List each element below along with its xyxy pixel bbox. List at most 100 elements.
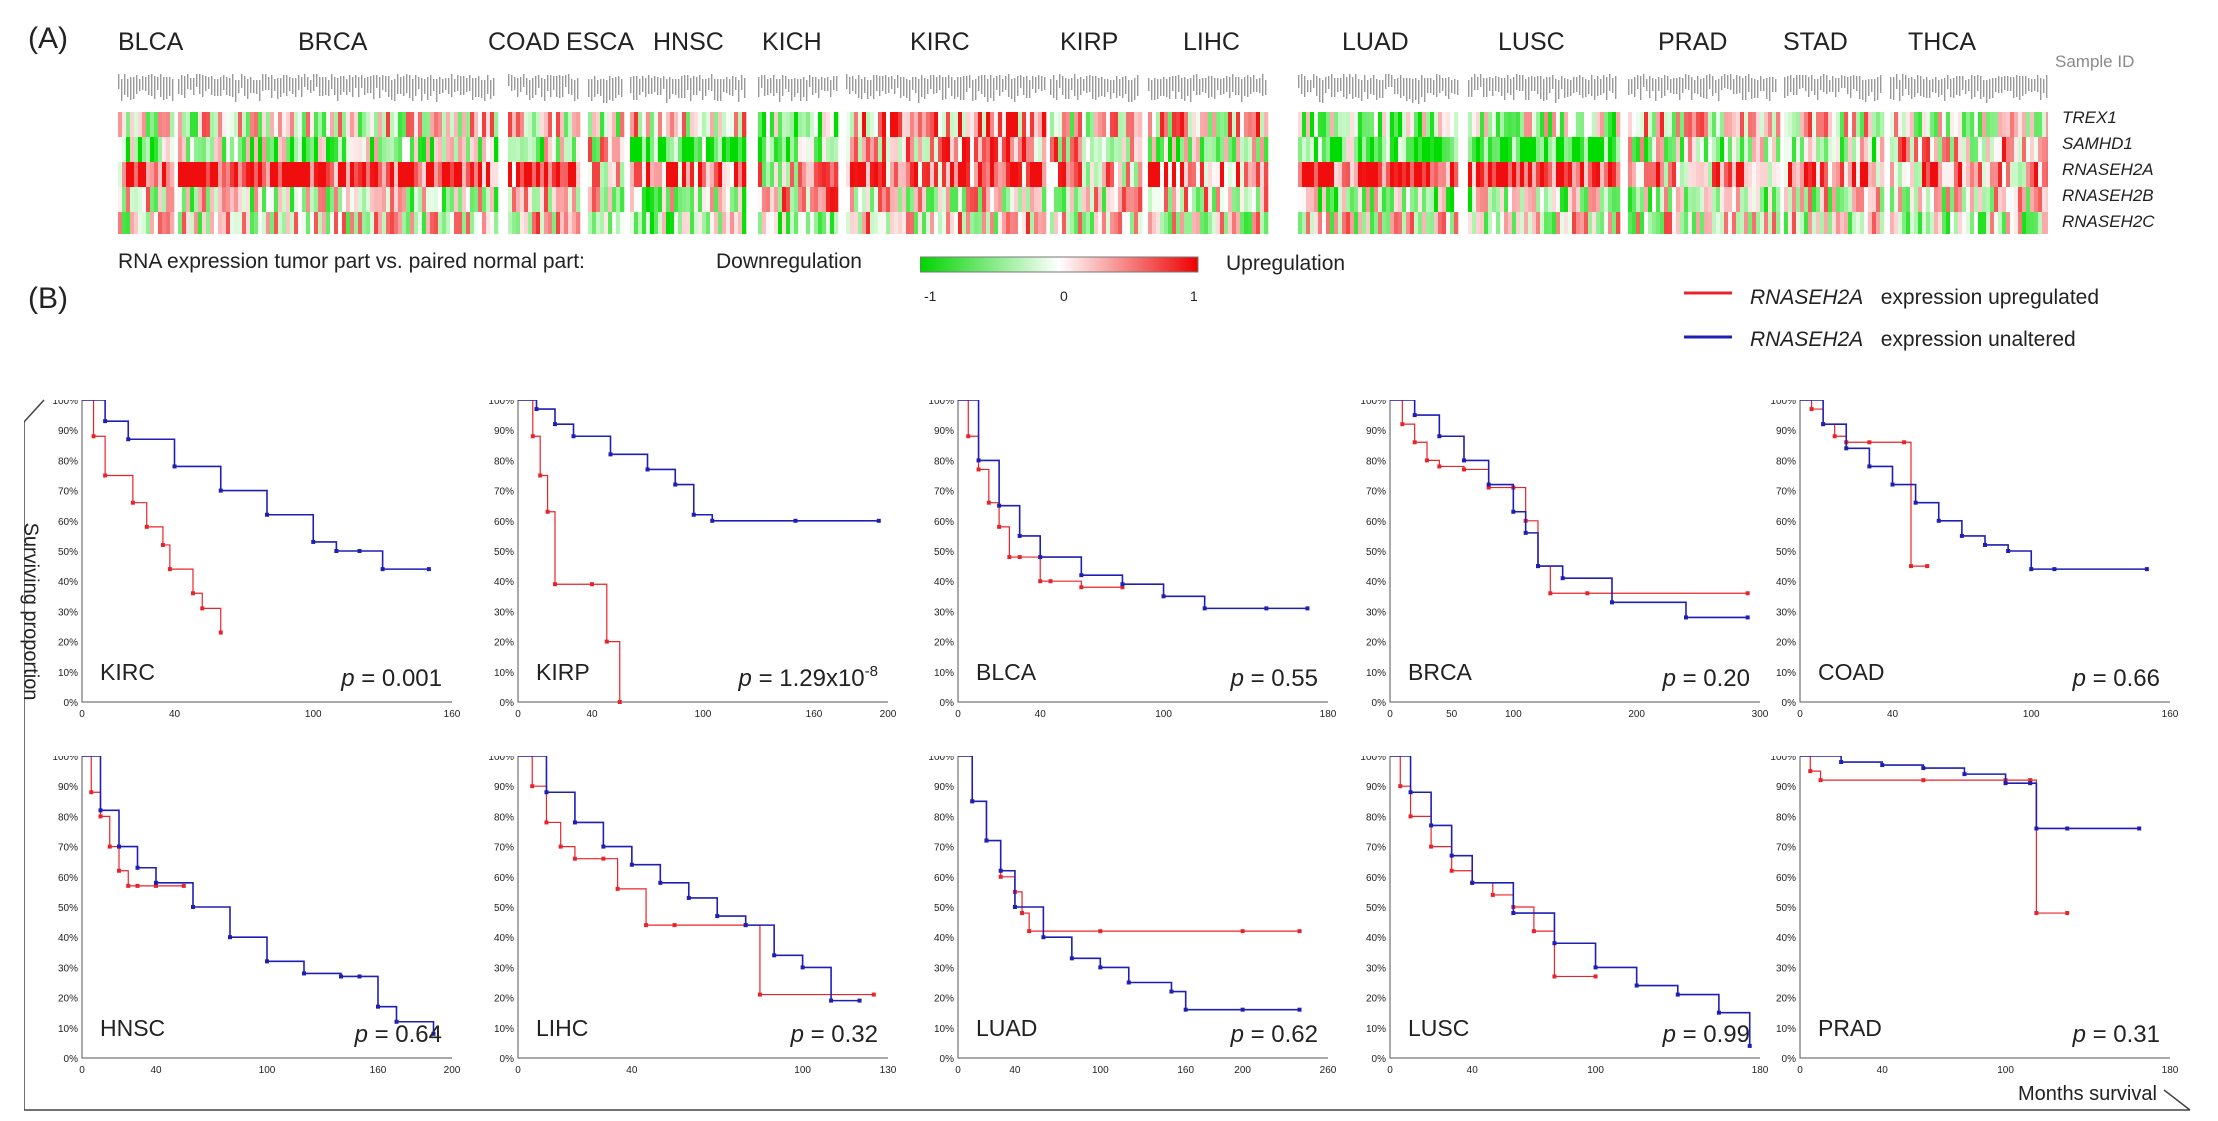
- censor-mark-upregulated: [2034, 911, 2039, 916]
- series-unaltered: [1800, 400, 2147, 570]
- scale-tick-min: -1: [924, 288, 937, 304]
- y-tick-label: 90%: [1366, 782, 1386, 793]
- censor-mark-unaltered: [1437, 434, 1442, 439]
- x-tick-label: 40: [1009, 1065, 1021, 1076]
- x-tick-label: 0: [1387, 1065, 1393, 1076]
- cancer-label-hnsc: HNSC: [653, 28, 724, 56]
- sample-id-strip-thca: [1890, 74, 2048, 103]
- plot-cancer-label: LUAD: [976, 1015, 1037, 1041]
- censor-mark-unaltered: [710, 518, 715, 523]
- censor-mark-upregulated: [181, 883, 186, 888]
- censor-mark-unaltered: [117, 844, 121, 849]
- censor-mark-unaltered: [1593, 965, 1598, 970]
- y-tick-label: 90%: [934, 426, 954, 437]
- x-tick-label: 300: [1752, 709, 1769, 720]
- y-tick-label: 90%: [58, 426, 78, 437]
- panel-a-label: (A): [28, 22, 68, 55]
- y-tick-label: 10%: [58, 668, 78, 679]
- plot-axes: [957, 400, 1328, 703]
- gene-label-rnaseh2a: RNASEH2A: [2062, 160, 2154, 179]
- plot-cancer-label: BRCA: [1408, 659, 1473, 685]
- x-tick-label: 100: [1155, 709, 1172, 720]
- cancer-label-kich: KICH: [762, 28, 822, 56]
- censor-mark-upregulated: [1745, 591, 1750, 596]
- censor-mark-unaltered: [1462, 458, 1466, 463]
- sample-id-strip-kirc: [846, 74, 1046, 103]
- censor-mark-upregulated: [1462, 467, 1466, 472]
- plot-axes: [517, 400, 888, 703]
- censor-mark-unaltered: [2006, 549, 2011, 553]
- sample-id-strip-lusc: [1468, 74, 1617, 103]
- censor-mark-unaltered: [572, 820, 577, 825]
- censor-mark-upregulated: [1925, 564, 1930, 569]
- censor-mark-unaltered: [1297, 1007, 1302, 1012]
- p-value-label: p = 0.99: [1662, 1021, 1750, 1048]
- censor-mark-upregulated: [545, 509, 550, 514]
- censor-mark-unaltered: [1959, 533, 1964, 538]
- y-tick-label: 30%: [1776, 607, 1796, 618]
- censor-mark-unaltered: [772, 953, 777, 958]
- y-tick-label: 100%: [52, 400, 78, 407]
- series-upregulated: [82, 400, 222, 633]
- y-tick-label: 0%: [1372, 1054, 1387, 1065]
- y-tick-label: 0%: [940, 698, 955, 709]
- y-tick-label: 60%: [1366, 517, 1386, 528]
- y-tick-label: 30%: [58, 607, 78, 618]
- y-tick-label: 50%: [1366, 547, 1386, 558]
- censor-mark-unaltered: [1962, 772, 1967, 777]
- x-tick-label: 0: [79, 709, 85, 720]
- censor-mark-upregulated: [558, 844, 563, 849]
- x-tick-label: 0: [1797, 1065, 1803, 1076]
- plot-cancer-label: COAD: [1818, 659, 1884, 685]
- censor-mark-unaltered: [800, 965, 805, 970]
- censor-mark-upregulated: [986, 500, 991, 505]
- series-unaltered: [518, 756, 860, 1002]
- y-tick-label: 70%: [934, 843, 954, 854]
- censor-mark-unaltered: [1126, 980, 1131, 985]
- censor-mark-unaltered: [1839, 760, 1844, 765]
- censor-mark-upregulated: [1048, 579, 1053, 584]
- km-plot-blca: 0% 10% 20% 30% 40% 50% 60% 70% 80% 90% 100% 0 40 100 1…: [928, 400, 1337, 720]
- x-tick-label: 0: [79, 1065, 85, 1076]
- plot-axes: [517, 756, 888, 1059]
- y-tick-label: 80%: [58, 456, 78, 467]
- km-plot-luad: 0% 10% 20% 30% 40% 50% 60% 70% 80% 90% 100% 0 40 100 1…: [928, 756, 1337, 1076]
- censor-mark-unaltered: [191, 905, 195, 909]
- censor-mark-unaltered: [380, 567, 385, 572]
- censor-mark-unaltered: [1240, 1007, 1245, 1012]
- y-tick-label: 60%: [1776, 873, 1796, 884]
- censor-mark-unaltered: [629, 862, 634, 867]
- y-tick-label: 100%: [1360, 400, 1386, 407]
- panel-b-frame: [24, 399, 2191, 1111]
- series-upregulated: [518, 400, 621, 702]
- x-tick-label: 180: [1752, 1065, 1769, 1076]
- x-tick-label: 40: [1887, 709, 1899, 720]
- p-value-label: p = 0.31: [2072, 1021, 2160, 1048]
- censor-mark-upregulated: [617, 700, 622, 704]
- x-tick-label: 0: [1797, 709, 1803, 720]
- censor-mark-unaltered: [218, 488, 223, 493]
- y-tick-label: 20%: [1776, 994, 1796, 1005]
- y-tick-label: 60%: [58, 873, 78, 884]
- y-tick-label: 80%: [934, 456, 954, 467]
- x-tick-label: 40: [1467, 1065, 1479, 1076]
- censor-mark-unaltered: [997, 503, 1002, 508]
- y-tick-label: 90%: [934, 782, 954, 793]
- y-tick-label: 60%: [934, 517, 954, 528]
- y-tick-label: 80%: [494, 812, 514, 823]
- censor-mark-unaltered: [135, 865, 140, 870]
- censor-mark-unaltered: [998, 868, 1003, 873]
- censor-mark-upregulated: [1007, 555, 1012, 560]
- gene-label-trex1: TREX1: [2062, 108, 2117, 127]
- gene-label-rnaseh2b: RNASEH2B: [2062, 186, 2154, 205]
- y-tick-label: 40%: [934, 933, 954, 944]
- censor-mark-upregulated: [1017, 555, 1022, 560]
- censor-mark-unaltered: [431, 1031, 436, 1036]
- p-value-label: p = 0.32: [790, 1021, 878, 1048]
- sample-id-strip-esca: [588, 76, 623, 103]
- x-tick-label: 0: [515, 709, 521, 720]
- y-tick-label: 20%: [494, 638, 514, 649]
- sample-id-strip-stad: [1784, 74, 1882, 102]
- x-tick-label: 40: [1877, 1065, 1889, 1076]
- censor-mark-upregulated: [1902, 440, 1907, 445]
